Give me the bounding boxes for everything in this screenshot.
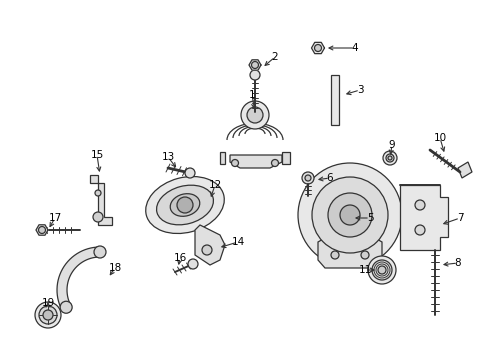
- Circle shape: [95, 190, 101, 196]
- Text: 9: 9: [388, 140, 394, 150]
- Circle shape: [39, 226, 45, 234]
- Text: 6: 6: [326, 173, 333, 183]
- Circle shape: [311, 177, 387, 253]
- Circle shape: [35, 302, 61, 328]
- Circle shape: [202, 245, 212, 255]
- Circle shape: [314, 45, 321, 51]
- Polygon shape: [330, 75, 338, 125]
- Polygon shape: [229, 155, 282, 168]
- Polygon shape: [282, 152, 289, 164]
- Circle shape: [177, 197, 193, 213]
- Circle shape: [249, 70, 260, 80]
- Polygon shape: [90, 175, 112, 225]
- Circle shape: [39, 306, 57, 324]
- Circle shape: [414, 225, 424, 235]
- Circle shape: [302, 172, 313, 184]
- Circle shape: [371, 260, 391, 280]
- Polygon shape: [220, 152, 224, 164]
- Circle shape: [327, 193, 371, 237]
- Text: 14: 14: [231, 237, 244, 247]
- Circle shape: [297, 163, 401, 267]
- Text: 1: 1: [248, 90, 255, 100]
- Circle shape: [385, 154, 393, 162]
- Circle shape: [43, 310, 53, 320]
- Circle shape: [271, 159, 278, 166]
- Circle shape: [360, 251, 368, 259]
- Text: 8: 8: [454, 258, 460, 268]
- Text: 16: 16: [173, 253, 186, 263]
- Circle shape: [241, 101, 268, 129]
- Circle shape: [231, 159, 238, 166]
- Circle shape: [330, 251, 338, 259]
- Polygon shape: [195, 225, 224, 265]
- Circle shape: [187, 259, 198, 269]
- Circle shape: [377, 266, 385, 274]
- Text: 19: 19: [41, 298, 55, 308]
- Text: 2: 2: [271, 52, 278, 62]
- Text: 13: 13: [161, 152, 174, 162]
- Circle shape: [367, 256, 395, 284]
- Text: 5: 5: [366, 213, 372, 223]
- Ellipse shape: [170, 194, 200, 216]
- Text: 12: 12: [208, 180, 221, 190]
- Circle shape: [246, 107, 263, 123]
- Text: 17: 17: [48, 213, 61, 223]
- Circle shape: [93, 212, 103, 222]
- Text: 15: 15: [90, 150, 103, 160]
- Circle shape: [94, 246, 106, 258]
- Ellipse shape: [156, 185, 213, 225]
- Ellipse shape: [145, 176, 224, 234]
- Circle shape: [339, 205, 359, 225]
- Polygon shape: [317, 238, 381, 268]
- Circle shape: [60, 301, 72, 313]
- Text: 10: 10: [432, 133, 446, 143]
- Text: 18: 18: [108, 263, 122, 273]
- Circle shape: [387, 156, 391, 160]
- Polygon shape: [457, 162, 471, 178]
- Circle shape: [305, 175, 310, 181]
- Polygon shape: [57, 247, 100, 310]
- Text: 3: 3: [356, 85, 363, 95]
- Circle shape: [414, 200, 424, 210]
- Text: 11: 11: [358, 265, 371, 275]
- Text: 4: 4: [351, 43, 358, 53]
- Polygon shape: [399, 185, 447, 250]
- Circle shape: [382, 151, 396, 165]
- Circle shape: [251, 62, 258, 68]
- Polygon shape: [311, 42, 324, 54]
- Circle shape: [184, 168, 195, 178]
- Text: 7: 7: [456, 213, 462, 223]
- Polygon shape: [36, 225, 48, 235]
- Polygon shape: [248, 60, 261, 70]
